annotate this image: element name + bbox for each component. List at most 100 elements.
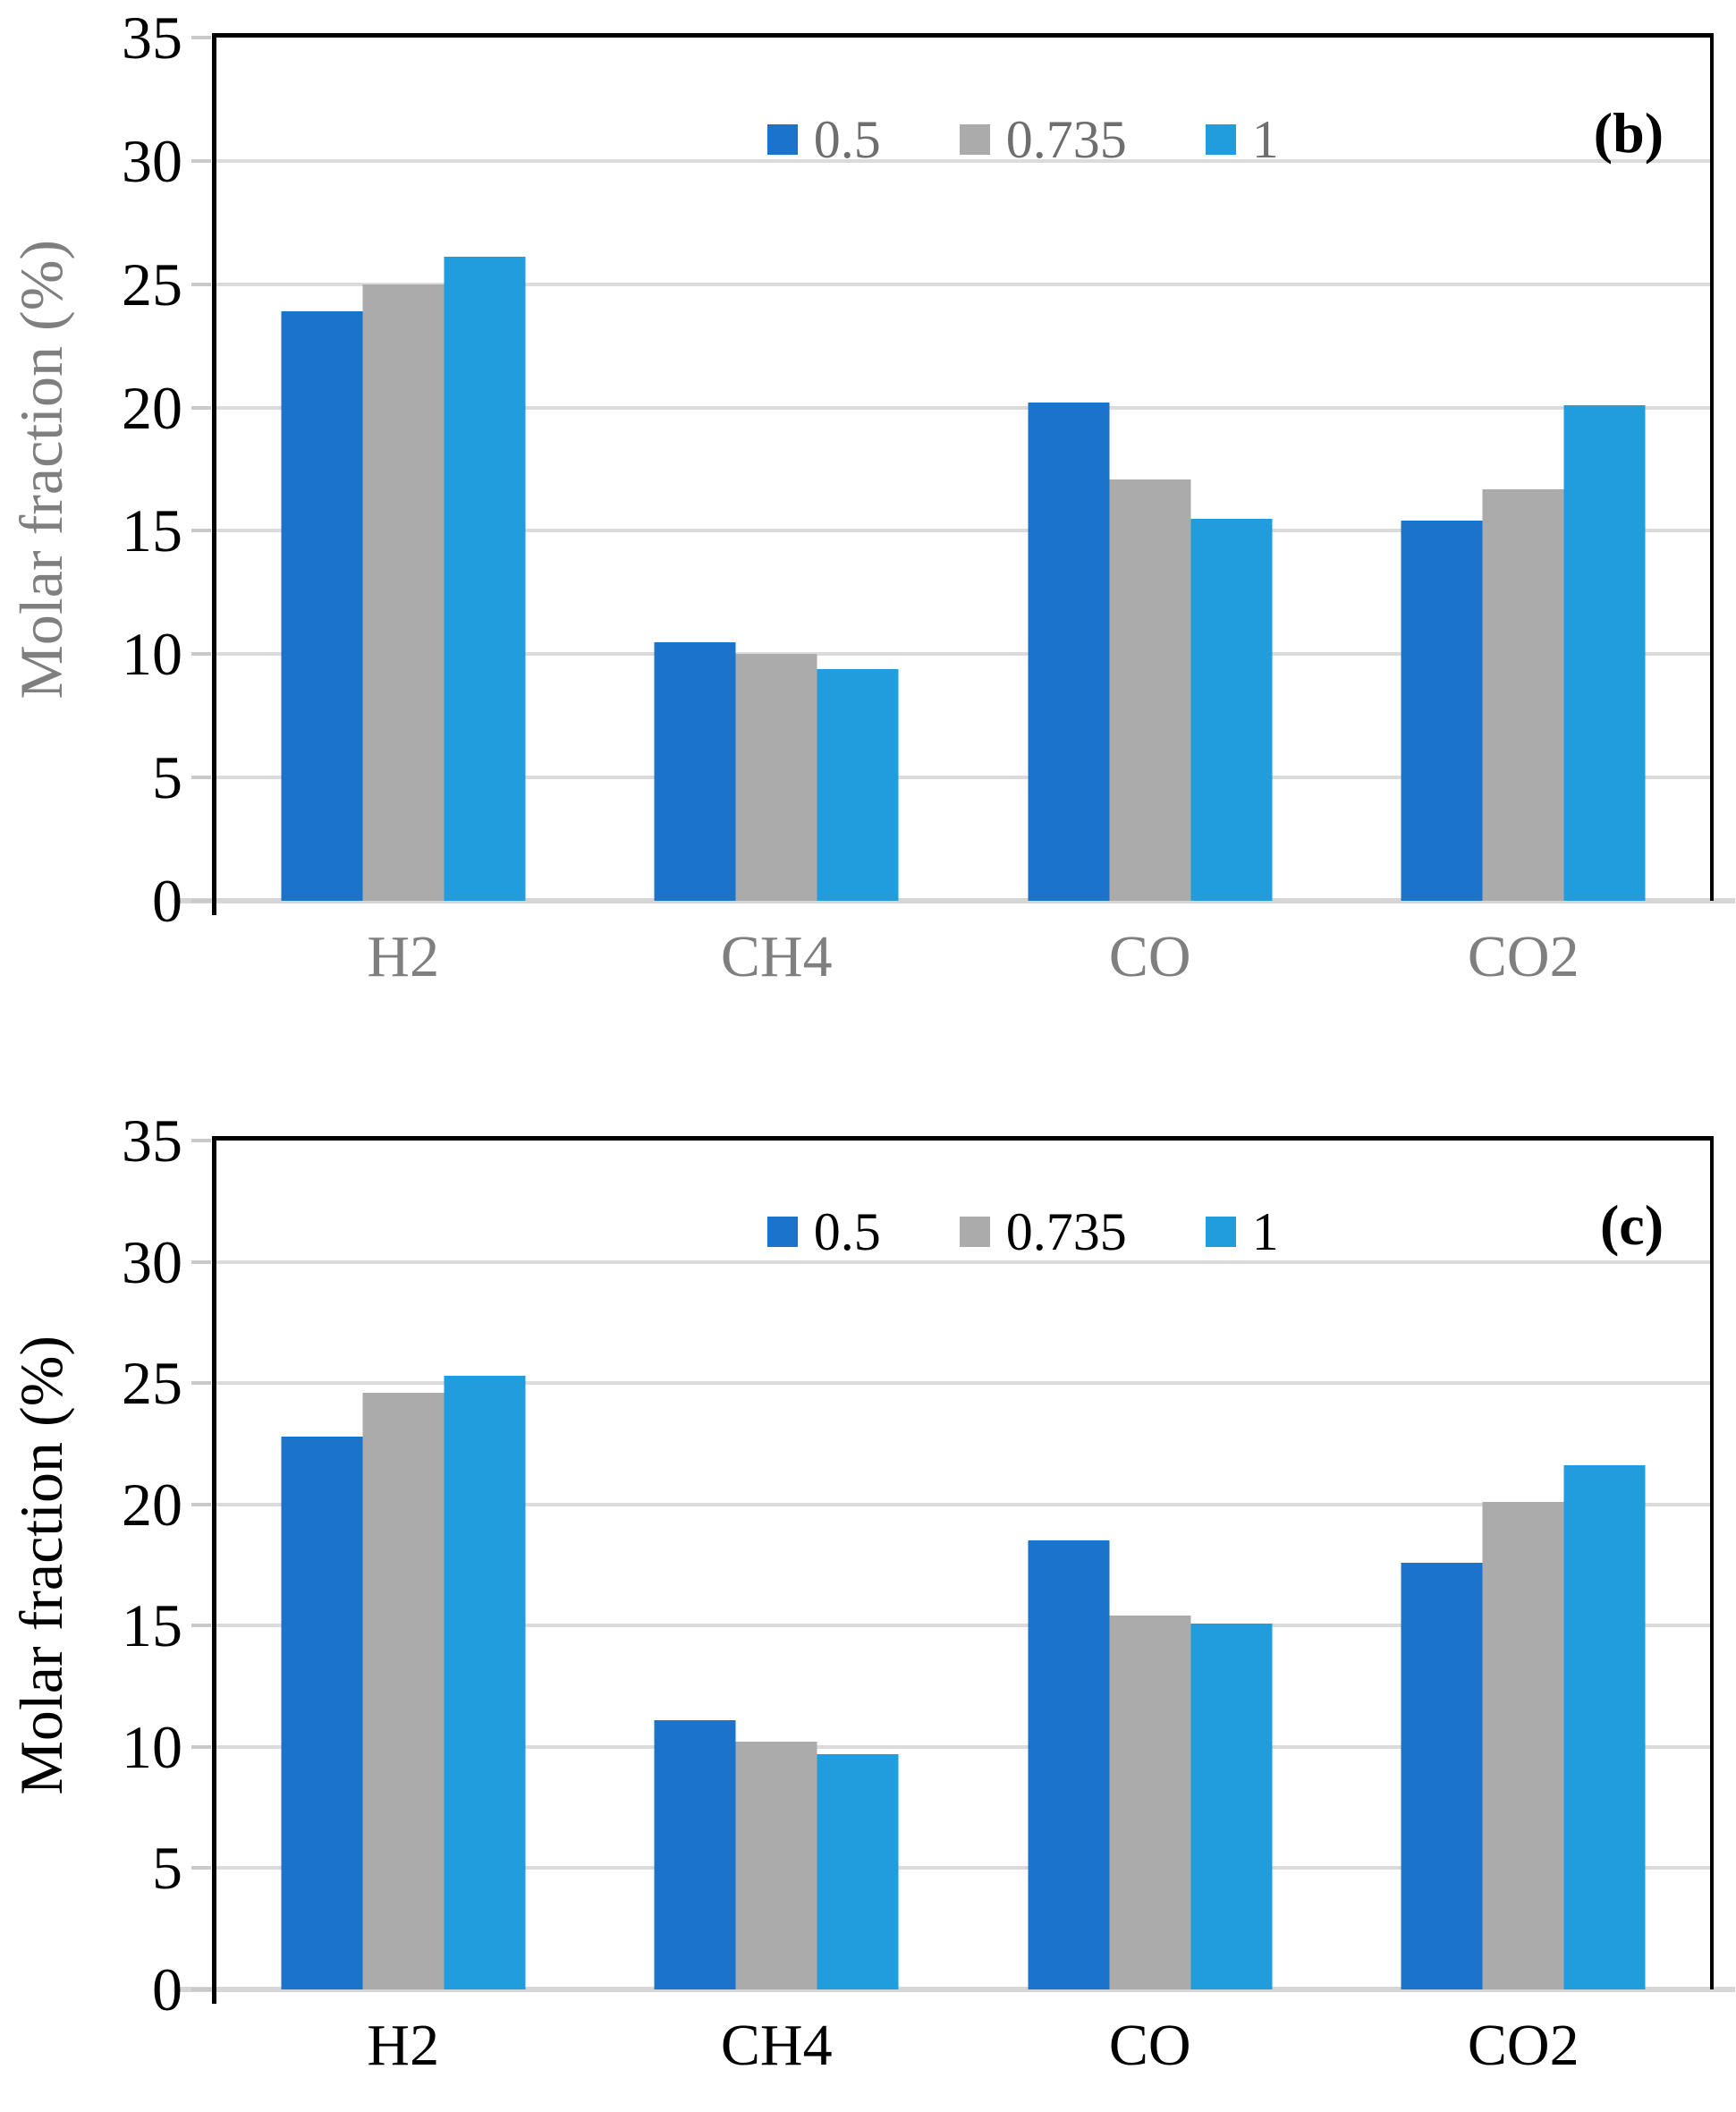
bar-ch4-series-0.5 xyxy=(654,641,736,901)
y-tick-label: 0 xyxy=(152,1955,182,2023)
legend-item-0.5: 0.5 xyxy=(766,1202,881,1261)
y-tick-label: 15 xyxy=(122,496,182,565)
gridline xyxy=(216,1260,1710,1264)
legend-item-0.735: 0.735 xyxy=(959,1202,1127,1261)
y-tick-mark xyxy=(191,36,211,39)
legend-swatch-icon xyxy=(1205,124,1236,155)
legend-swatch-icon xyxy=(766,124,798,155)
legend-label: 0.5 xyxy=(813,1202,881,1261)
legend-item-0.5: 0.5 xyxy=(766,113,881,166)
legend-item-1: 1 xyxy=(1205,1205,1279,1259)
gridline xyxy=(216,652,1710,657)
panel-label-c: (c) xyxy=(1599,1193,1664,1257)
plot-border-right xyxy=(1710,1136,1714,1989)
y-tick-label: 35 xyxy=(122,4,182,72)
bar-co-series-1 xyxy=(1190,518,1273,901)
gridline xyxy=(216,1866,1710,1870)
bar-ch4-series-1 xyxy=(817,1754,899,1989)
y-tick-mark xyxy=(191,1866,211,1870)
legend-label: 1 xyxy=(1251,110,1279,169)
bar-co-series-0.5 xyxy=(1028,1540,1110,1989)
gridline xyxy=(216,282,1710,286)
y-tick-label: 10 xyxy=(122,620,182,689)
bar-ch4-series-0.735 xyxy=(735,1742,817,1989)
x-category-label-co: CO xyxy=(1108,924,1191,989)
plot-border-top xyxy=(212,1136,1714,1141)
gridline xyxy=(216,405,1710,410)
y-tick-mark xyxy=(191,899,211,903)
x-axis-line xyxy=(174,1987,1735,1992)
x-category-label-ch4: CH4 xyxy=(720,924,833,989)
y-tick-mark xyxy=(191,776,211,780)
y-tick-label: 30 xyxy=(122,1227,182,1296)
bar-group-co2 xyxy=(1401,1465,1646,1989)
legend-item-1: 1 xyxy=(1205,110,1279,169)
bar-co2-series-1 xyxy=(1563,404,1646,901)
legend: 0.5 0.735 1 xyxy=(766,1202,1279,1261)
y-axis-line xyxy=(212,33,216,915)
bar-h2-series-1 xyxy=(444,1376,526,1989)
y-tick-mark xyxy=(191,282,211,286)
gridline xyxy=(216,1381,1710,1386)
bar-co-series-0.5 xyxy=(1028,403,1110,901)
bar-co-series-0.735 xyxy=(1109,479,1191,901)
x-category-label-ch4: CH4 xyxy=(720,2013,833,2078)
y-tick-mark xyxy=(191,158,211,163)
y-axis-title-container-b: Molar fraction (%) xyxy=(0,38,82,901)
bar-ch4-series-0.5 xyxy=(654,1720,736,1989)
bar-group-ch4 xyxy=(654,641,899,901)
bar-co2-series-0.5 xyxy=(1401,521,1483,901)
x-category-label-co: CO xyxy=(1108,2013,1191,2078)
legend-label: 0.735 xyxy=(1005,1202,1127,1261)
y-axis-title-b: Molar fraction (%) xyxy=(7,239,75,700)
gridline xyxy=(216,1502,1710,1506)
gridline xyxy=(216,158,1710,163)
legend-item-0.735: 0.735 xyxy=(959,110,1127,169)
y-tick-mark xyxy=(191,1744,211,1749)
bar-group-h2 xyxy=(281,257,526,901)
y-tick-label: 25 xyxy=(122,1349,182,1418)
bar-co-series-1 xyxy=(1190,1623,1273,1989)
bar-ch4-series-0.735 xyxy=(735,654,817,901)
x-category-label-h2: H2 xyxy=(367,924,440,989)
bar-group-ch4 xyxy=(654,1720,899,1989)
y-tick-mark xyxy=(191,1381,211,1386)
y-tick-mark xyxy=(191,1502,211,1506)
y-tick-mark xyxy=(191,1139,211,1142)
y-tick-label: 15 xyxy=(122,1591,182,1660)
bar-group-co xyxy=(1028,403,1273,901)
bar-co2-series-1 xyxy=(1563,1465,1646,1989)
y-tick-label: 5 xyxy=(152,743,182,812)
panel-label-b: (b) xyxy=(1593,101,1664,165)
y-axis-line xyxy=(212,1136,216,2004)
gridline xyxy=(216,529,1710,533)
bar-co2-series-0.5 xyxy=(1401,1562,1483,1989)
x-category-label-co2: CO2 xyxy=(1467,2013,1579,2078)
bar-group-co2 xyxy=(1401,404,1646,901)
gridline xyxy=(216,1744,1710,1749)
x-category-label-h2: H2 xyxy=(367,2013,440,2078)
bar-group-h2 xyxy=(281,1376,526,1989)
legend-swatch-icon xyxy=(959,1217,990,1247)
chart-panel-c: 0.5 0.735 1 (c) 0 5 10 15 20 25 30 35 H2 CH4 CO CO2 xyxy=(122,1110,1735,2075)
chart-panel-b: 0.5 0.735 1 (b) 0 5 10 15 20 25 30 35 H2 CH4 CO CO2 xyxy=(122,7,1735,987)
y-tick-label: 25 xyxy=(122,250,182,318)
y-tick-mark xyxy=(191,529,211,533)
legend-swatch-icon xyxy=(1205,1217,1236,1247)
legend-label: 0.735 xyxy=(1005,110,1127,169)
legend: 0.5 0.735 1 xyxy=(766,110,1279,169)
bar-group-co xyxy=(1028,1540,1273,1989)
plot-border-top xyxy=(212,33,1714,38)
y-tick-label: 30 xyxy=(122,126,182,195)
y-tick-mark xyxy=(191,1260,211,1264)
y-tick-label: 10 xyxy=(122,1712,182,1781)
y-tick-label: 35 xyxy=(122,1107,182,1175)
bar-ch4-series-1 xyxy=(817,668,899,901)
gridline xyxy=(216,1624,1710,1628)
y-tick-label: 0 xyxy=(152,867,182,935)
gridline xyxy=(216,776,1710,780)
bar-h2-series-0.5 xyxy=(281,1436,363,1989)
y-tick-label: 20 xyxy=(122,373,182,442)
bar-h2-series-0.735 xyxy=(362,284,445,901)
